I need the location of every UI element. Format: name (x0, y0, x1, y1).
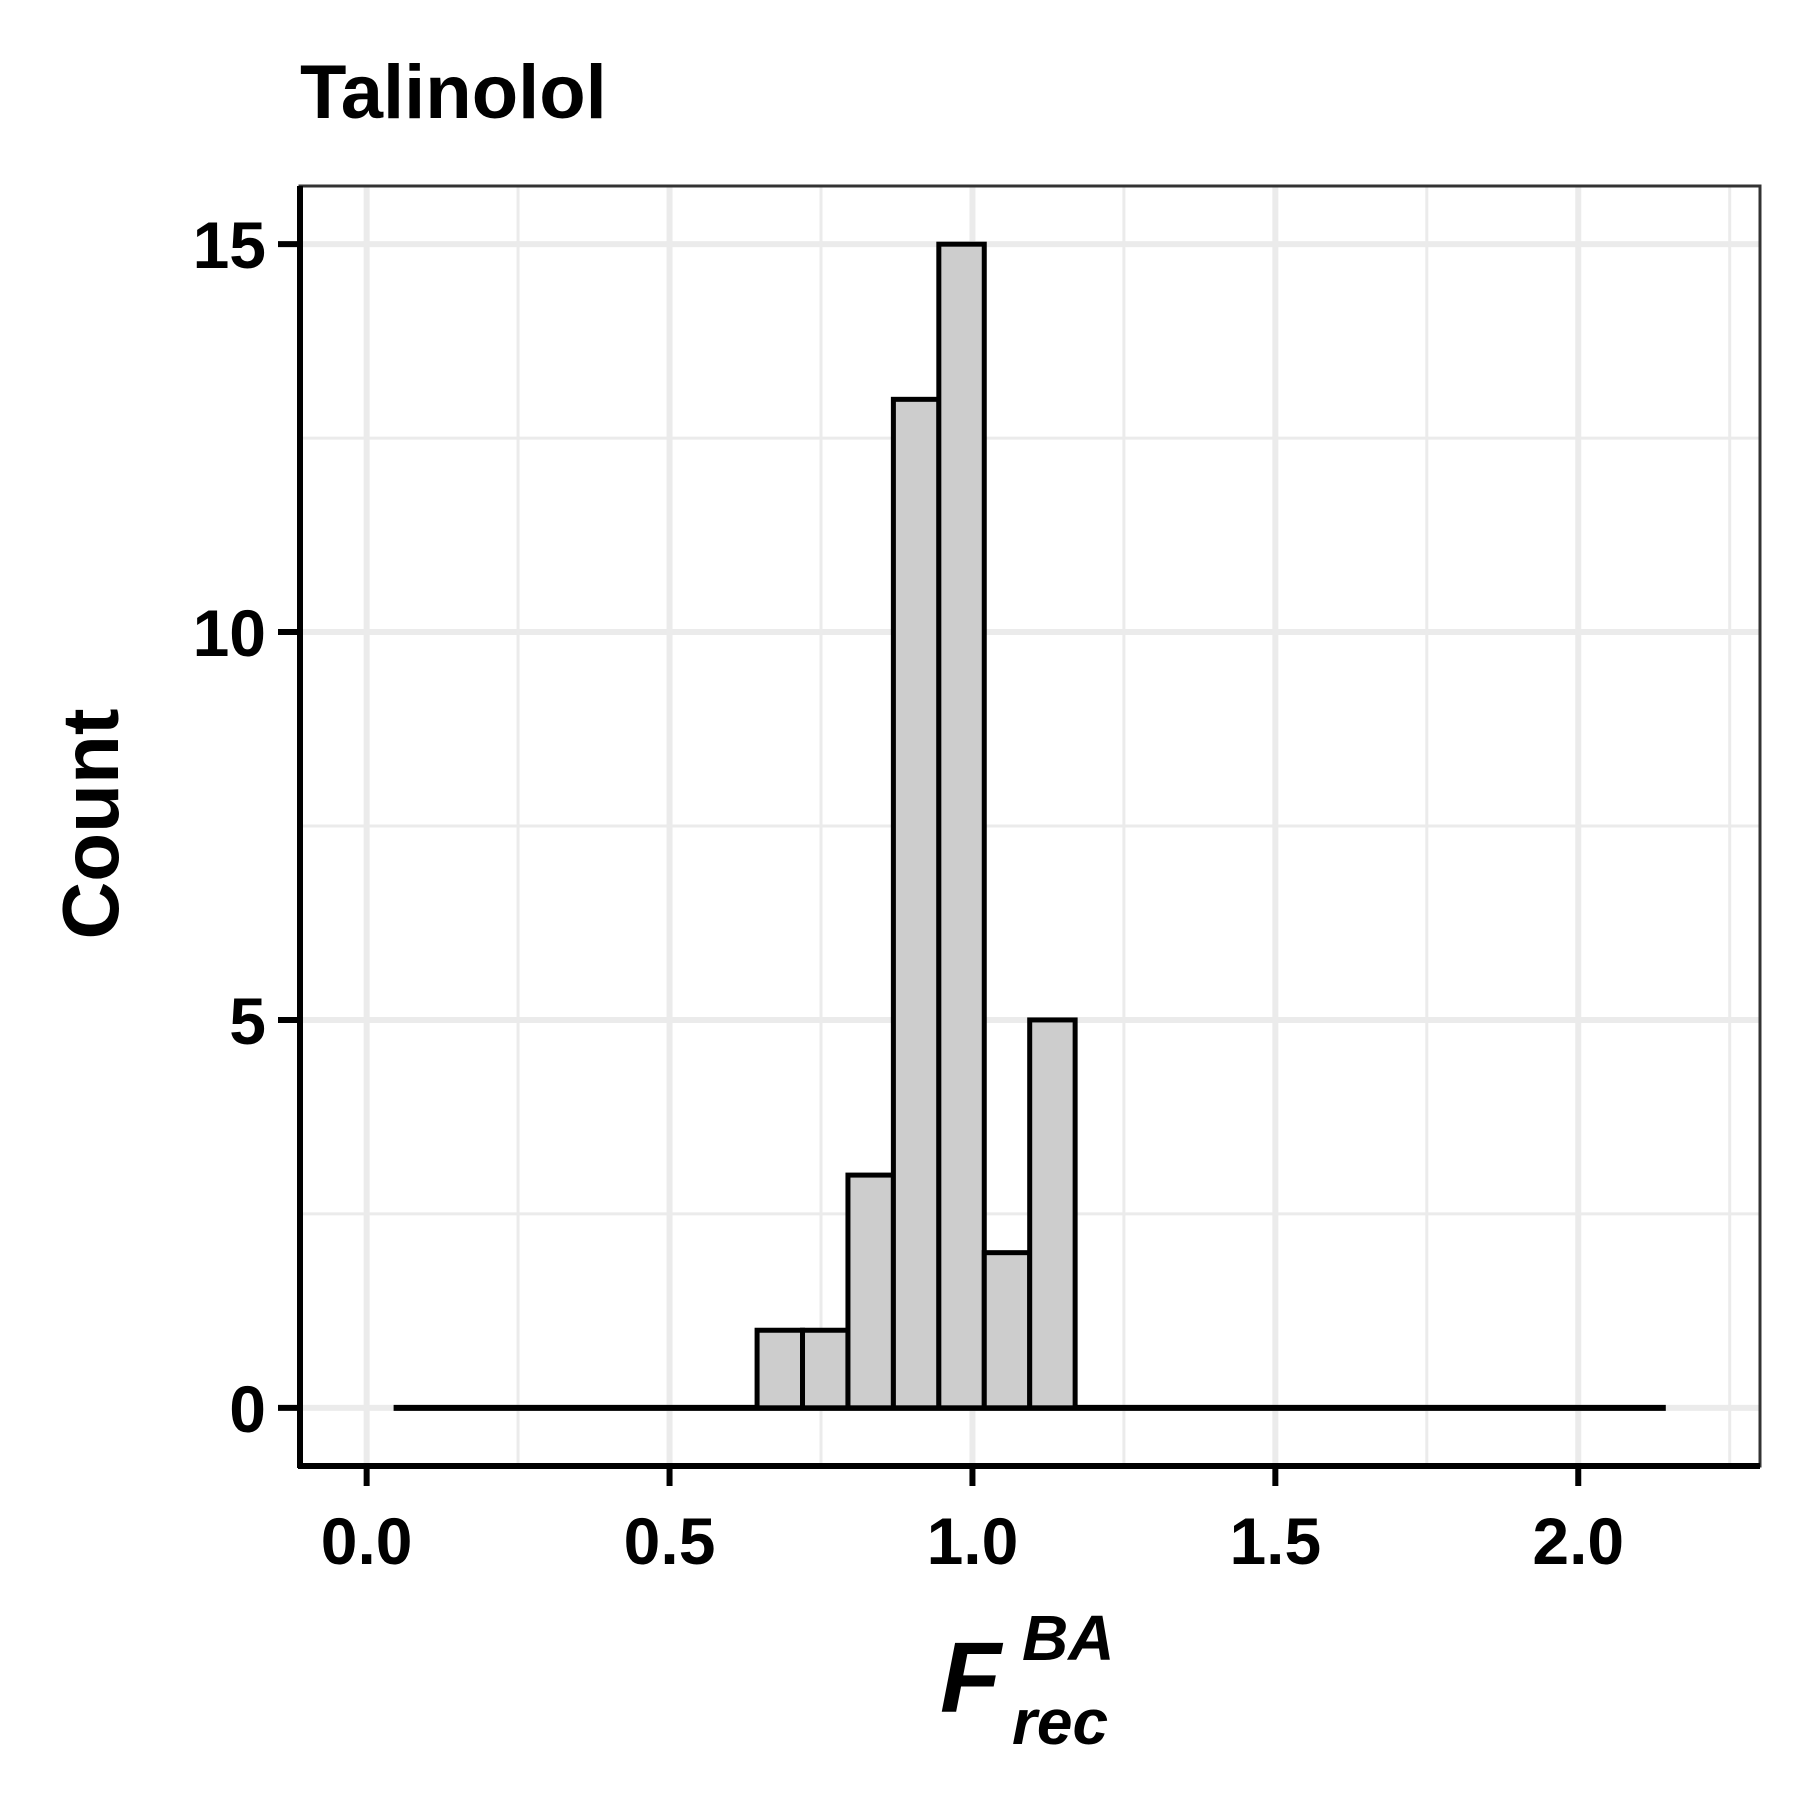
histogram-bar (890, 396, 942, 1411)
histogram-bar (981, 1250, 1033, 1411)
y-axis-label: Count (46, 708, 135, 939)
y-axis: 0 5 10 15 (193, 208, 300, 1446)
y-tick-label: 5 (229, 984, 266, 1058)
x-axis: 0.0 0.5 1.0 1.5 2.0 (321, 1466, 1624, 1578)
x-tick-label: 1.0 (927, 1504, 1019, 1578)
x-tick-label: 2.0 (1532, 1504, 1624, 1578)
x-tick-label: 0.5 (624, 1504, 716, 1578)
x-tick-label: 0.0 (321, 1504, 413, 1578)
x-axis-label-superscript: BA (1022, 1602, 1114, 1674)
y-tick-label: 10 (193, 596, 266, 670)
x-axis-label-subscript: rec (1012, 1686, 1108, 1758)
grid-lines (300, 186, 1760, 1466)
x-tick-label: 1.5 (1229, 1504, 1321, 1578)
chart-title: Talinolol (300, 50, 607, 135)
x-axis-label: F BA rec (940, 1602, 1114, 1758)
x-axis-label-base: F (940, 1622, 1004, 1734)
y-tick-label: 15 (193, 208, 266, 282)
histogram-bar (936, 241, 987, 1411)
histogram-bar (1027, 1017, 1078, 1411)
plot-frame (297, 184, 1762, 1469)
histogram-bar (754, 1327, 806, 1411)
y-tick-label: 0 (229, 1372, 266, 1446)
histogram-bar (845, 1172, 896, 1411)
histogram-bars (393, 241, 1666, 1411)
histogram-bar (800, 1327, 851, 1411)
